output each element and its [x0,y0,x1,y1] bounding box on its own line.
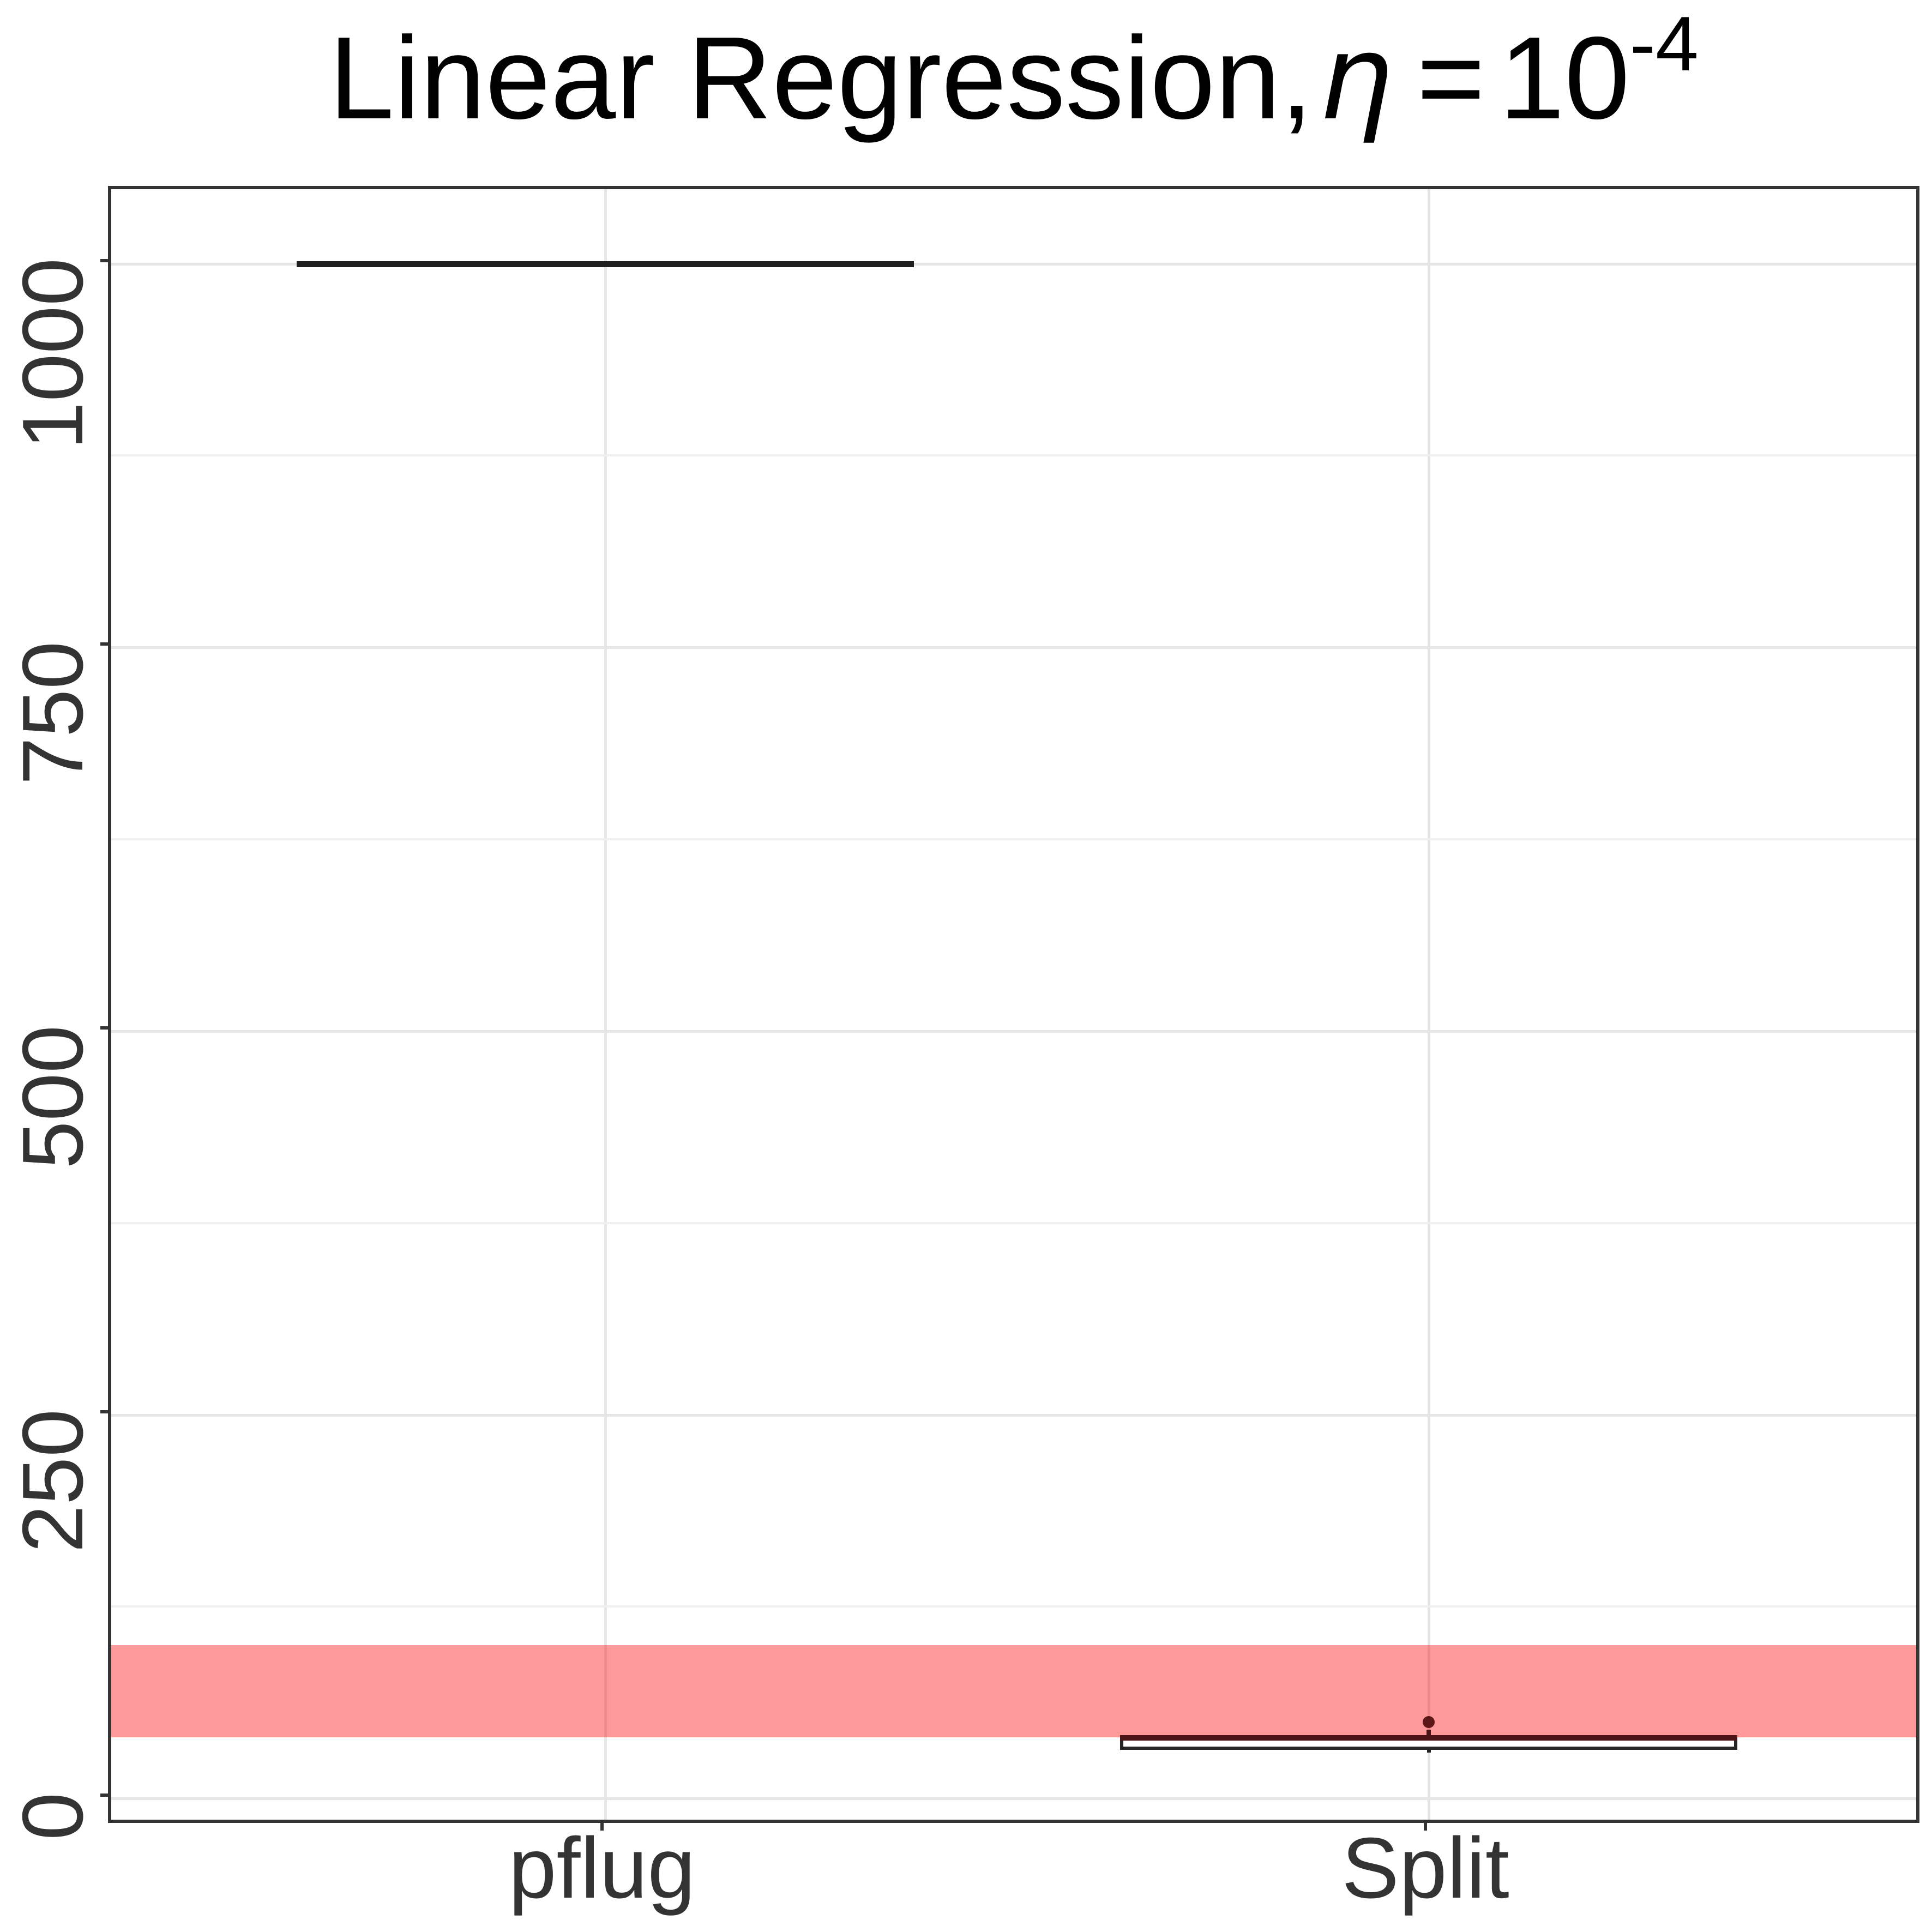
boxplot-split-median-line [1120,1735,1738,1741]
boxplot-split-mean-dot [1423,1716,1435,1728]
y-gridline-minor-125 [111,1605,1916,1608]
y-axis-tick-500 [100,1026,108,1030]
y-gridline-major-250 [111,1413,1916,1417]
y-axis-tick-label: 750 [5,641,101,785]
y-axis-tick-1000 [100,258,108,262]
x-axis-tick-pflug [600,1823,604,1831]
title-text: Linear Regression, [329,12,1313,143]
title-eta-symbol: η [1318,9,1393,146]
y-axis-tick-0 [100,1793,108,1797]
y-gridline-major-500 [111,1030,1916,1033]
y-axis-tick-label: 0 [5,1792,101,1841]
y-gridline-major-0 [111,1797,1916,1801]
y-axis-tick-label: 1000 [5,257,101,450]
x-gridline-Split [1428,189,1430,1820]
y-gridline-major-1000 [111,262,1916,266]
y-gridline-major-750 [111,646,1916,649]
x-gridline-pflug [604,189,607,1820]
y-gridline-minor-875 [111,454,1916,457]
reference-band [111,1645,1916,1737]
title-power-base: 10 [1499,12,1630,143]
x-axis-tick-Split [1424,1823,1427,1831]
y-axis-tick-750 [100,642,108,646]
y-axis-tick-label: 250 [5,1409,101,1553]
x-axis-tick-label-pflug: pflug [508,1820,696,1916]
title-equals: = [1417,12,1485,143]
boxplot-split-upper-whisker [1427,1729,1431,1737]
y-axis-tick-label: 500 [5,1025,101,1169]
y-gridline-minor-625 [111,838,1916,841]
title-power-exponent: -4 [1629,1,1699,88]
y-axis-tick-250 [100,1410,108,1413]
y-gridline-minor-375 [111,1221,1916,1224]
plot-title: Linear Regression,η = 10-4 [108,1,1919,148]
plot-panel [108,186,1919,1823]
boxplot-pflug-flat-line [296,261,914,267]
x-axis-tick-label-Split: Split [1341,1820,1509,1916]
